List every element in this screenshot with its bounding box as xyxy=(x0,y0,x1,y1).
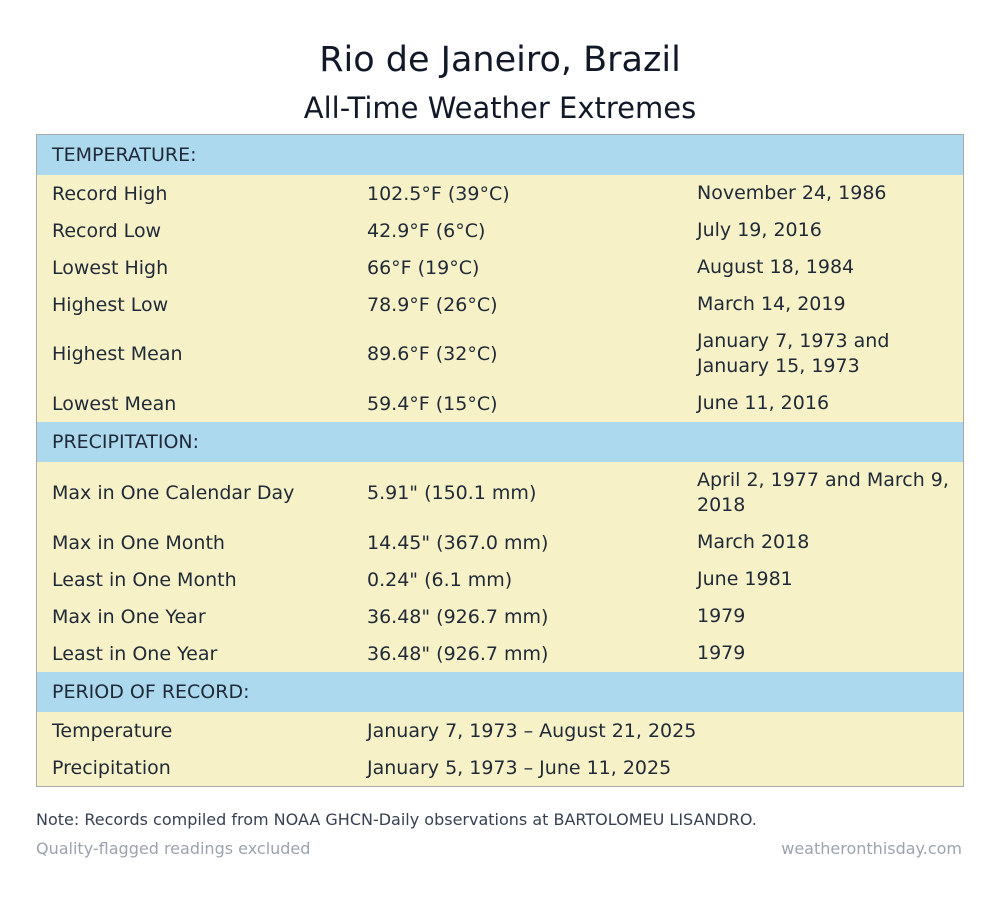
row-label: Highest Mean xyxy=(52,343,183,365)
table-row: Record High 102.5°F (39°C) November 24, … xyxy=(37,175,963,212)
row-value: 0.24" (6.1 mm) xyxy=(367,568,513,591)
table-row: Highest Mean 89.6°F (32°C) January 7, 19… xyxy=(37,323,963,385)
table-row: Record Low 42.9°F (6°C) July 19, 2016 xyxy=(37,212,963,249)
row-value: 66°F (19°C) xyxy=(367,256,480,279)
row-label: Record Low xyxy=(52,219,162,242)
row-value: 14.45" (367.0 mm) xyxy=(367,531,549,554)
row-value: 5.91" (150.1 mm) xyxy=(367,482,537,504)
page-title: Rio de Janeiro, Brazil xyxy=(319,40,681,80)
row-date: June 1981 xyxy=(697,568,793,590)
footer-site-credit: weatheronthisday.com xyxy=(781,839,962,858)
row-date: November 24, 1986 xyxy=(697,182,887,204)
row-label: Lowest Mean xyxy=(52,392,177,415)
precipitation-section-header: PRECIPITATION: xyxy=(37,422,963,462)
row-value: 36.48" (926.7 mm) xyxy=(367,642,549,665)
table-row: Precipitation January 5, 1973 – June 11,… xyxy=(37,749,963,786)
row-date: March 2018 xyxy=(697,531,810,553)
extremes-table: TEMPERATURE: Record High 102.5°F (39°C) … xyxy=(36,134,964,787)
row-date: June 11, 2016 xyxy=(697,392,830,414)
table-row: Lowest High 66°F (19°C) August 18, 1984 xyxy=(37,249,963,286)
row-date: 1979 xyxy=(697,642,746,664)
table-row: Lowest Mean 59.4°F (15°C) June 11, 2016 xyxy=(37,385,963,422)
row-value: 102.5°F (39°C) xyxy=(367,182,510,205)
row-date: April 2, 1977 and March 9, 2018 xyxy=(697,469,949,516)
table-row: Max in One Calendar Day 5.91" (150.1 mm)… xyxy=(37,462,963,524)
row-label: Lowest High xyxy=(52,256,169,279)
row-label: Max in One Year xyxy=(52,605,206,628)
row-value: January 7, 1973 – August 21, 2025 xyxy=(367,719,697,742)
row-label: Temperature xyxy=(52,719,173,742)
table-row: Least in One Year 36.48" (926.7 mm) 1979 xyxy=(37,635,963,672)
row-date: January 7, 1973 and January 15, 1973 xyxy=(697,330,890,377)
row-date: July 19, 2016 xyxy=(697,219,822,241)
row-value: January 5, 1973 – June 11, 2025 xyxy=(367,756,672,779)
row-date: 1979 xyxy=(697,605,746,627)
row-date: March 14, 2019 xyxy=(697,293,846,315)
row-label: Record High xyxy=(52,182,168,205)
row-label: Least in One Month xyxy=(52,568,237,591)
source-note: Note: Records compiled from NOAA GHCN-Da… xyxy=(36,810,757,829)
row-label: Max in One Calendar Day xyxy=(52,482,295,504)
page-subtitle: All-Time Weather Extremes xyxy=(303,91,697,125)
table-row: Temperature January 7, 1973 – August 21,… xyxy=(37,712,963,749)
table-row: Least in One Month 0.24" (6.1 mm) June 1… xyxy=(37,561,963,598)
period-section-header: PERIOD OF RECORD: xyxy=(37,672,963,712)
row-label: Least in One Year xyxy=(52,642,218,665)
temperature-section-header: TEMPERATURE: xyxy=(37,135,963,175)
table-row: Max in One Month 14.45" (367.0 mm) March… xyxy=(37,524,963,561)
table-row: Max in One Year 36.48" (926.7 mm) 1979 xyxy=(37,598,963,635)
row-label: Precipitation xyxy=(52,756,171,779)
row-value: 59.4°F (15°C) xyxy=(367,392,498,415)
row-value: 36.48" (926.7 mm) xyxy=(367,605,549,628)
footer-disclaimer: Quality-flagged readings excluded xyxy=(36,839,311,858)
row-value: 89.6°F (32°C) xyxy=(367,343,498,365)
row-label: Highest Low xyxy=(52,293,169,316)
row-value: 42.9°F (6°C) xyxy=(367,219,486,242)
row-value: 78.9°F (26°C) xyxy=(367,293,498,316)
table-row: Highest Low 78.9°F (26°C) March 14, 2019 xyxy=(37,286,963,323)
row-label: Max in One Month xyxy=(52,531,225,554)
row-date: August 18, 1984 xyxy=(697,256,855,278)
